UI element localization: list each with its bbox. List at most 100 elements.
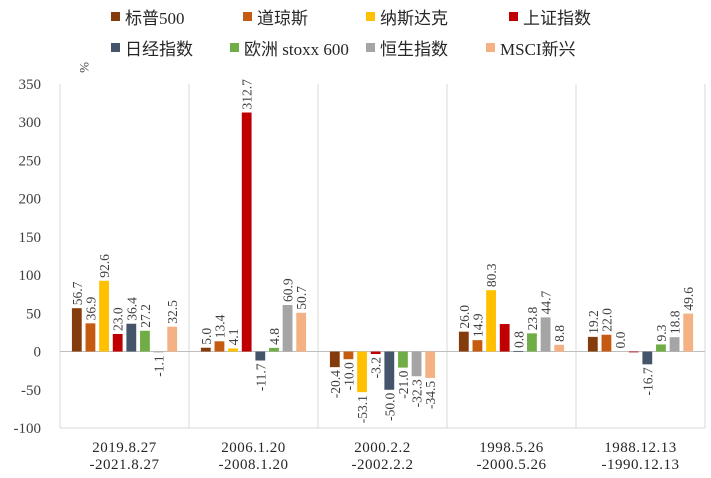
data-label: 0.0 bbox=[613, 331, 628, 348]
y-tick-label: 300 bbox=[19, 115, 42, 131]
data-label: 50.7 bbox=[294, 286, 309, 310]
data-label: 36.4 bbox=[124, 297, 139, 321]
x-category-label: -2000.5.26 bbox=[477, 457, 547, 473]
data-label: 4.8 bbox=[267, 328, 282, 345]
bar bbox=[587, 336, 598, 352]
legend-item: 标普500 bbox=[111, 4, 185, 29]
bar bbox=[628, 351, 639, 353]
x-category-label: 1988.12.13 bbox=[604, 440, 677, 456]
x-category-label: -2002.2.2 bbox=[352, 457, 414, 473]
data-label: 23.0 bbox=[111, 307, 126, 331]
y-tick-label: 150 bbox=[19, 230, 42, 246]
bar bbox=[296, 312, 307, 352]
bar bbox=[486, 290, 496, 352]
bar bbox=[112, 333, 123, 352]
data-label: 312.7 bbox=[240, 79, 255, 110]
x-category-label: 2006.1.20 bbox=[221, 440, 286, 456]
data-label: 23.8 bbox=[525, 306, 540, 330]
data-label: 18.8 bbox=[668, 310, 683, 334]
y-tick-label: 50 bbox=[26, 306, 41, 322]
data-label: -32.3 bbox=[410, 379, 425, 407]
x-category-label: 1998.5.26 bbox=[479, 440, 544, 456]
bar bbox=[458, 331, 469, 352]
bar bbox=[126, 323, 137, 352]
bar bbox=[343, 351, 354, 360]
y-tick-label: 200 bbox=[19, 192, 42, 208]
bar bbox=[255, 351, 266, 361]
legend-label: 标普500 bbox=[125, 9, 185, 28]
legend-swatch bbox=[111, 12, 120, 21]
bar bbox=[411, 351, 422, 377]
bar bbox=[214, 341, 225, 352]
bar bbox=[241, 112, 252, 352]
legend-swatch bbox=[111, 43, 120, 52]
bar bbox=[167, 326, 178, 352]
bar bbox=[140, 330, 150, 352]
legend-swatch bbox=[486, 43, 495, 52]
legend-label: 纳斯达克 bbox=[380, 9, 448, 28]
data-label: -11.7 bbox=[253, 363, 268, 391]
legend-label: 道琼斯 bbox=[257, 9, 308, 28]
x-category-label: 2000.2.2 bbox=[354, 440, 411, 456]
legend-item: 日经指数 bbox=[111, 35, 193, 60]
bar bbox=[200, 347, 211, 352]
legend-swatch bbox=[509, 12, 518, 21]
data-label: 22.0 bbox=[599, 308, 614, 332]
y-tick-label: 100 bbox=[19, 268, 42, 284]
y-tick-label: 350 bbox=[19, 77, 42, 93]
data-label: -21.0 bbox=[396, 370, 411, 398]
legend-label: 上证指数 bbox=[523, 9, 591, 28]
y-tick-label: 250 bbox=[19, 153, 42, 169]
bar bbox=[282, 305, 293, 352]
data-label: 8.8 bbox=[552, 325, 567, 342]
y-tick-label: -100 bbox=[14, 421, 42, 437]
bar bbox=[425, 351, 436, 378]
legend-label: 恒生指数 bbox=[380, 40, 448, 59]
legend: 标普500 道琼斯 纳斯达克 上证指数日经指数 欧洲 stoxx 600 恒生指数 MSCI… bbox=[0, 0, 711, 70]
bar bbox=[499, 324, 510, 352]
data-label: -34.5 bbox=[423, 381, 438, 409]
data-label: 32.5 bbox=[165, 300, 180, 324]
data-label: 19.2 bbox=[586, 310, 601, 334]
bar bbox=[269, 347, 279, 352]
bar bbox=[540, 317, 551, 352]
bar bbox=[85, 323, 96, 352]
legend-item: 恒生指数 bbox=[366, 35, 448, 60]
bar bbox=[669, 337, 680, 352]
bar bbox=[228, 348, 238, 352]
data-label: -10.0 bbox=[341, 362, 356, 390]
data-label: -53.1 bbox=[355, 395, 370, 423]
data-label: -3.2 bbox=[369, 357, 384, 378]
data-label: 56.7 bbox=[70, 281, 85, 305]
bar bbox=[601, 334, 612, 352]
legend-label: 欧洲 stoxx 600 bbox=[244, 40, 349, 59]
legend-item: 道琼斯 bbox=[243, 4, 308, 29]
data-label: 0.8 bbox=[511, 331, 526, 348]
bar bbox=[683, 313, 694, 352]
bar bbox=[642, 351, 653, 365]
legend-item: 上证指数 bbox=[509, 4, 591, 29]
bar bbox=[398, 351, 408, 368]
bar bbox=[370, 351, 381, 355]
bar bbox=[656, 344, 666, 352]
data-label: -20.4 bbox=[328, 370, 343, 398]
legend-item: MSCI新兴 bbox=[486, 35, 576, 60]
bar bbox=[153, 351, 164, 353]
x-category-label: -2008.1.20 bbox=[219, 457, 289, 473]
x-category-label: 2019.8.27 bbox=[92, 440, 157, 456]
data-label: 4.1 bbox=[226, 329, 241, 346]
data-label: 80.3 bbox=[484, 263, 499, 287]
data-label: 36.9 bbox=[83, 296, 98, 320]
y-tick-label: 0 bbox=[34, 345, 42, 361]
bar bbox=[329, 351, 340, 368]
data-label: 9.3 bbox=[654, 324, 669, 341]
bar bbox=[513, 350, 524, 352]
data-label: 27.2 bbox=[138, 304, 153, 328]
legend-item: 欧洲 stoxx 600 bbox=[230, 35, 349, 60]
data-label: -1.1 bbox=[152, 355, 167, 376]
data-label: -50.0 bbox=[382, 393, 397, 421]
data-label: 26.0 bbox=[457, 305, 472, 329]
data-label: -16.7 bbox=[640, 367, 655, 395]
